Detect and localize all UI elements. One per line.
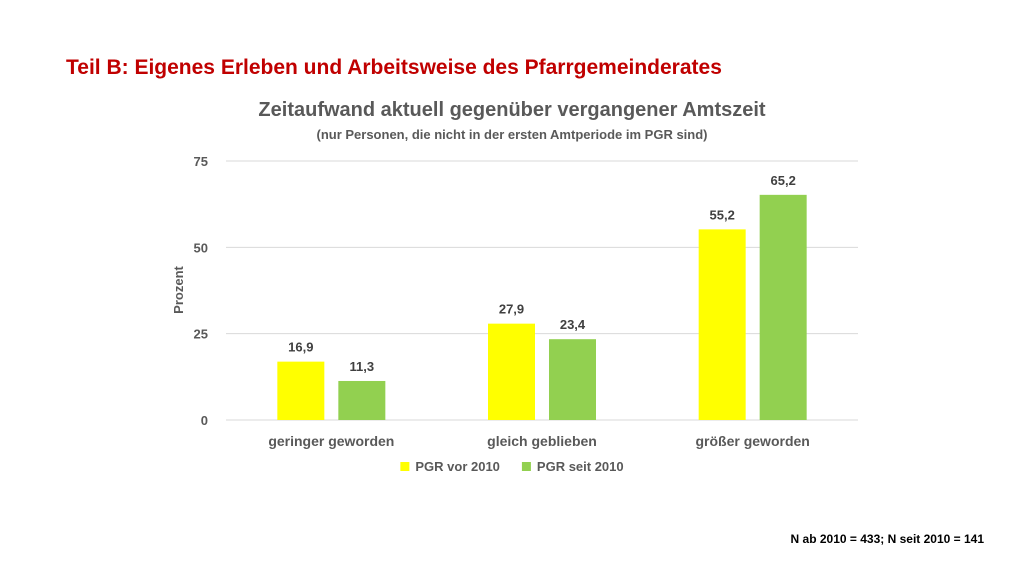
bar-series0-cat1 [488,323,535,420]
x-category-label: gleich geblieben [487,433,597,449]
x-category-label: geringer geworden [268,433,394,449]
x-category-label: größer geworden [695,433,809,449]
legend-entry: PGR seit 2010 [537,459,624,474]
bar-series1-cat1 [549,339,596,420]
y-axis-title: Prozent [171,265,186,313]
y-tick-label: 25 [194,327,208,342]
bar-series0-cat2 [698,229,746,420]
data-label: 27,9 [499,302,524,317]
chart-title: Zeitaufwand aktuell gegenüber vergangene… [258,99,765,121]
footnote: N ab 2010 = 433; N seit 2010 = 141 [790,532,984,546]
data-label: 11,3 [350,359,375,374]
legend-entry: PGR vor 2010 [415,459,500,474]
legend-swatch [400,462,410,471]
y-tick-label: 50 [194,240,208,255]
y-tick-label: 0 [201,413,208,428]
bar-series0-cat0 [277,361,325,420]
bar-series1-cat0 [338,380,386,420]
slide-header: Teil B: Eigenes Erleben und Arbeitsweise… [66,56,722,79]
legend-swatch [521,462,531,471]
data-label: 23,4 [560,317,586,332]
data-label: 55,2 [710,207,735,222]
data-label: 65,2 [771,173,796,188]
chart-subtitle: (nur Personen, die nicht in der ersten A… [316,127,707,142]
data-label: 16,9 [288,340,313,355]
y-tick-label: 75 [194,154,208,169]
bar-series1-cat2 [759,194,807,420]
